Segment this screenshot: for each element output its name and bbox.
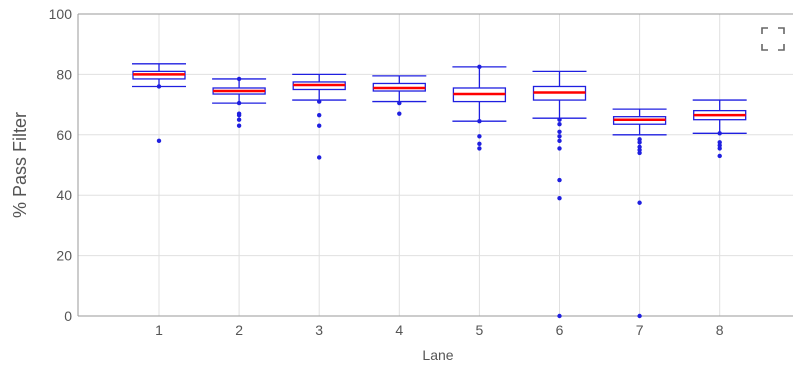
y-tick-labels: 0 20 40 60 80 100: [49, 6, 73, 324]
outlier-point: [156, 138, 162, 144]
x-axis-title: Lane: [422, 347, 453, 363]
x-tick-label: 7: [636, 322, 644, 338]
outlier-point: [637, 200, 642, 205]
outlier-point: [717, 131, 722, 136]
outlier-point: [477, 134, 482, 139]
outlier-point: [557, 146, 562, 151]
boxes: [132, 63, 747, 319]
outlier-point: [557, 177, 562, 183]
outlier-point: [477, 119, 482, 124]
outlier-point: [557, 313, 562, 319]
outlier-point: [717, 146, 722, 151]
y-tick-label: 40: [56, 187, 72, 203]
axes: [77, 13, 793, 317]
box-lane-4: [372, 75, 427, 116]
y-tick-label: 60: [56, 127, 72, 143]
box-lane-3: [292, 73, 347, 160]
outlier-point: [637, 137, 642, 142]
outlier-point: [317, 112, 322, 118]
outlier-point: [317, 99, 322, 104]
box-lane-1: [132, 63, 186, 144]
outlier-point: [637, 313, 642, 319]
x-tick-label: 1: [155, 322, 163, 338]
outlier-point: [557, 134, 562, 139]
x-tick-label: 2: [235, 322, 243, 338]
x-tick-label: 5: [476, 322, 484, 338]
y-tick-label: 100: [49, 6, 73, 22]
box-lane-7: [612, 108, 667, 319]
box-lane-8: [692, 99, 747, 159]
outlier-point: [236, 76, 242, 82]
outlier-point: [637, 150, 642, 156]
x-tick-label: 3: [315, 322, 323, 338]
box-lane-6: [532, 70, 587, 319]
outlier-point: [557, 122, 562, 127]
outlier-point: [317, 155, 322, 160]
box-lane-2: [212, 76, 267, 128]
outlier-point: [477, 64, 482, 70]
outlier-point: [637, 140, 642, 145]
outlier-point: [397, 111, 402, 116]
outlier-point: [637, 144, 642, 150]
outlier-point: [236, 117, 242, 122]
outlier-point: [477, 141, 482, 147]
expand-icon-glyph: [761, 27, 785, 51]
outlier-point: [717, 153, 722, 159]
outlier-point: [637, 147, 642, 153]
outlier-point: [717, 143, 722, 148]
box-lane-5: [452, 64, 507, 151]
outlier-point: [557, 117, 562, 122]
outlier-point: [236, 100, 242, 106]
x-tick-label: 4: [395, 322, 403, 338]
x-tick-labels: 1 2 3 4 5 6 7 8: [155, 322, 724, 338]
outlier-point: [717, 140, 722, 145]
expand-icon[interactable]: [758, 24, 788, 54]
x-tick-label: 8: [716, 322, 724, 338]
outlier-point: [557, 129, 562, 134]
gridlines: [78, 14, 793, 316]
outlier-point: [156, 84, 162, 89]
y-tick-label: 80: [56, 66, 72, 82]
outlier-point: [397, 100, 402, 106]
outlier-point: [477, 146, 482, 151]
x-tick-label: 6: [556, 322, 564, 338]
outlier-point: [557, 138, 562, 144]
outlier-point: [236, 123, 242, 128]
y-tick-label: 20: [56, 248, 72, 264]
outlier-point: [557, 196, 562, 201]
y-tick-label: 0: [64, 308, 72, 324]
y-axis-title: % Pass Filter: [10, 112, 30, 218]
outlier-point: [236, 111, 242, 116]
outlier-point: [317, 123, 322, 128]
